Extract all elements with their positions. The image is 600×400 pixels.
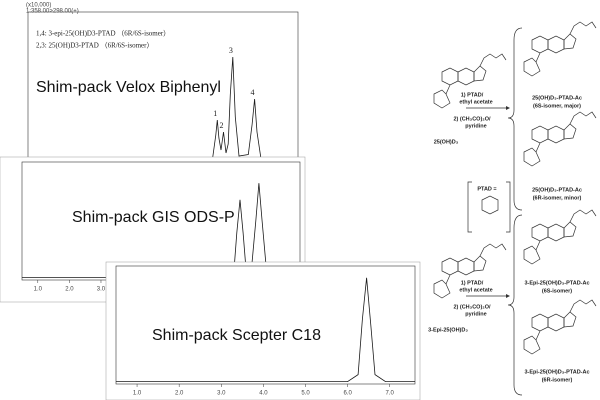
product-note: (6R-isomer, minor)	[533, 195, 582, 201]
structure	[523, 21, 597, 77]
product-name: 3-Epi-25(OH)D₃-PTAD-Ac	[524, 369, 589, 375]
x-tick-label: 3.0	[97, 287, 106, 293]
reagent: ethyl acetate	[459, 99, 492, 105]
x-tick-label: 7.0	[386, 391, 395, 397]
chart-title: Shim-pack GIS ODS-P	[72, 209, 235, 226]
x-tick-label: 4.0	[259, 391, 268, 397]
structure	[523, 299, 597, 355]
peak-label: 2	[220, 121, 224, 130]
reagent: 1) PTAD/	[461, 280, 484, 286]
panel-background	[0, 0, 305, 180]
plot-frame	[115, 265, 416, 385]
x-tick-label: 1.0	[34, 287, 43, 293]
product-name: 25(OH)D₃-PTAD-Ac	[532, 187, 582, 193]
x-tick-label: 2.0	[65, 287, 74, 293]
bracket	[507, 214, 523, 396]
product-name: 25(OH)D₃-PTAD-Ac	[532, 95, 582, 101]
start-label: 25(OH)D₃	[434, 139, 459, 145]
product-note: (6S-isomer, major)	[533, 103, 581, 109]
x-tick-label: 1.0	[133, 391, 142, 397]
chromatogram-trace	[28, 56, 298, 160]
ptad-bracket	[467, 181, 511, 233]
chromatogram-trace	[116, 277, 415, 382]
bracket	[507, 27, 523, 211]
x-tick-label: 2.0	[175, 391, 184, 397]
reagent: ethyl acetate	[459, 287, 492, 293]
reagent: pyridine	[465, 311, 486, 317]
chromatogram-panel: 1.0 2.0 3.0 4.0 5.0 6.0 7.0 Shim-pack Scepter C…	[105, 261, 421, 400]
structure	[523, 209, 597, 265]
ptad-label: PTAD =	[477, 186, 496, 192]
product-name: 3-Epi-25(OH)D₃-PTAD-Ac	[524, 280, 589, 286]
legend-entry: 1,4: 3-epi-25(OH)D3-PTAD （6R/6S-isomer）	[36, 30, 170, 38]
peak-label: 3	[229, 46, 233, 55]
legend-entry: 2,3: 25(OH)D3-PTAD （6R/6S-isomer）	[36, 42, 153, 50]
reagent: 1) PTAD/	[461, 92, 484, 98]
start-label: 3-Epi-25(OH)D₃	[428, 327, 468, 333]
chart-title: Shim-pack Scepter C18	[152, 327, 321, 344]
x-tick-label: 3.0	[217, 391, 226, 397]
structure	[523, 111, 597, 167]
arrowhead	[506, 106, 510, 110]
peak-label: 4	[251, 88, 255, 97]
reaction-scheme: PTAD = 25(OH)D₃ 3-Epi-25(OH)D₃ 1) PTAD/e…	[428, 21, 597, 396]
product-note: (6R-isomer)	[542, 377, 573, 383]
chart-title: Shim-pack Velox Biphenyl	[36, 79, 221, 96]
subtitle: 1:358.00>298.00(+)	[26, 9, 79, 15]
reagent: 2) (CH₃CO)₂O/	[453, 304, 491, 310]
ptad-structure	[481, 195, 499, 215]
product-note: (6S-isomer)	[542, 288, 572, 294]
y-axis-unit: (x10,000)	[26, 3, 51, 9]
peak-label: 1	[213, 109, 217, 118]
reagent: pyridine	[465, 123, 486, 129]
reagent: 2) (CH₃CO)₂O/	[453, 116, 491, 122]
x-tick-label: 5.0	[301, 391, 310, 397]
x-tick-label: 6.0	[343, 391, 352, 397]
panel-background	[105, 261, 421, 400]
arrowhead	[506, 294, 510, 298]
